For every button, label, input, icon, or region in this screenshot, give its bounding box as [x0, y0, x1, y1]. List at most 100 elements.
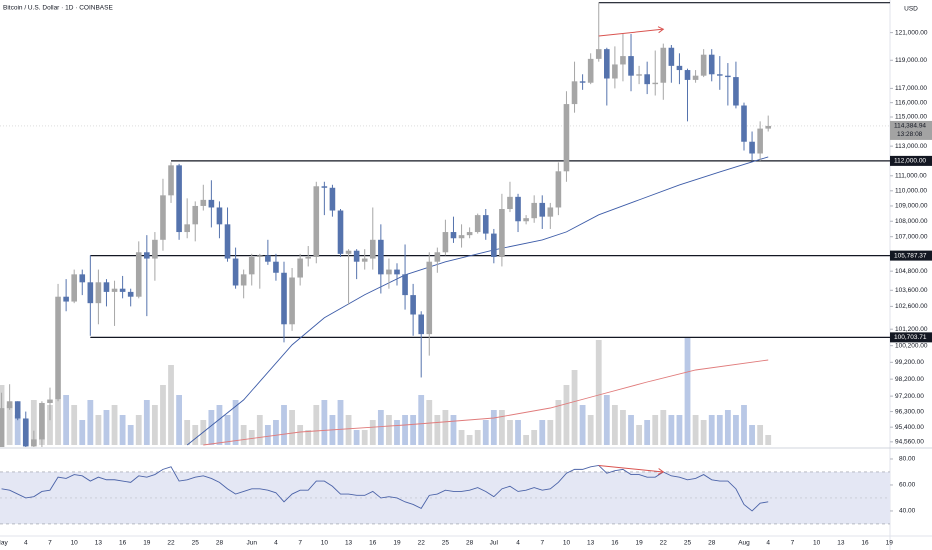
y-tick-label: 115,000.00	[895, 114, 927, 121]
y-tick-label: 107,000.00	[895, 233, 928, 240]
volume-bar	[232, 400, 239, 445]
volume-bar	[305, 430, 312, 445]
candle-body	[192, 205, 199, 225]
volume-bar	[386, 415, 392, 445]
x-tick-label: 22	[418, 540, 426, 547]
x-tick-label: 22	[660, 540, 668, 547]
volume-bar	[63, 395, 70, 445]
x-tick-label: 28	[708, 540, 716, 547]
volume-bar	[611, 405, 618, 445]
x-tick-label: 13	[345, 540, 353, 547]
candle-body	[152, 239, 158, 259]
axes: 121,000.00 119,000.00 117,000.00 116,000.00…	[0, 29, 932, 547]
volume-bar	[499, 410, 505, 445]
candle-body	[716, 74, 723, 76]
volume-bar	[297, 425, 304, 445]
candle-body	[547, 207, 554, 217]
volume-bar	[361, 430, 368, 445]
volume-bar	[644, 420, 651, 445]
candle-body	[281, 272, 287, 325]
candle-body	[668, 47, 675, 66]
candle-body	[337, 210, 344, 254]
candle-body	[434, 252, 441, 262]
volume-bar	[523, 435, 530, 445]
candle-body	[466, 232, 473, 236]
volume-bar	[490, 410, 497, 445]
candle-body	[119, 288, 126, 292]
volume-bar	[458, 430, 465, 445]
last-price-label: 114,384.94	[894, 123, 926, 130]
volume-bar	[369, 420, 376, 445]
volume-bar	[248, 430, 255, 445]
x-tick-label: 19	[635, 540, 643, 547]
volume-bar	[168, 365, 174, 445]
x-tick-label: 28	[216, 540, 224, 547]
rsi-line	[1, 464, 769, 512]
candle-body	[482, 215, 489, 234]
candle-body	[684, 70, 691, 80]
y-tick-label: 113,000.00	[895, 143, 927, 150]
candle-body	[144, 252, 150, 259]
candle-body	[111, 288, 118, 292]
x-tick-label: Aug	[738, 540, 750, 547]
candle-body	[321, 186, 328, 188]
candle-body	[757, 128, 763, 154]
candle-body	[71, 274, 77, 302]
volume-bar	[264, 425, 271, 445]
volume-bar	[55, 400, 61, 445]
y-tick-label: 95,400.00	[895, 424, 924, 431]
volume-bar	[482, 420, 489, 445]
volume-bar	[6, 405, 13, 445]
candle-body	[386, 269, 392, 275]
rsi-tick-label: 60.00	[899, 482, 916, 489]
candle-body	[595, 49, 602, 59]
candle-body	[733, 77, 739, 106]
y-tick-label: 101,200.00	[895, 326, 928, 333]
candle-body	[95, 282, 102, 304]
candle-body	[418, 314, 424, 335]
rsi-divergence-arrow	[598, 464, 665, 475]
candle-body	[273, 261, 279, 273]
candle-body	[22, 418, 29, 447]
candle-body	[652, 82, 659, 85]
x-tick-label: 19	[393, 540, 401, 547]
candle-body	[103, 282, 110, 292]
volume-bar	[620, 410, 626, 445]
candle-body	[741, 105, 747, 142]
candle-body	[257, 255, 263, 257]
candle-body	[55, 296, 61, 400]
volume-bar	[192, 425, 199, 445]
candle-body	[587, 58, 594, 83]
y-tick-label: 110,000.00	[895, 188, 927, 195]
candle-body	[458, 235, 465, 239]
volume-bar	[216, 405, 223, 445]
candle-body	[248, 256, 255, 275]
candle-body	[160, 195, 166, 240]
candle-body	[63, 296, 69, 302]
candle-body	[127, 291, 134, 297]
candle-body	[636, 74, 642, 76]
candle-body	[515, 196, 521, 222]
x-tick-label: 7	[298, 540, 302, 547]
x-tick-label: 28	[466, 540, 474, 547]
y-tick-label: 94,560.00	[895, 439, 924, 446]
candle-body	[378, 239, 384, 275]
candle-body	[571, 81, 578, 105]
level-label-box	[890, 155, 932, 166]
volume-bar	[256, 415, 263, 445]
volume-bar	[741, 405, 747, 445]
candle-body	[345, 250, 352, 254]
volume-bar	[71, 405, 78, 445]
candle-body	[426, 261, 433, 335]
volume-bar	[733, 415, 739, 445]
candle-body	[765, 125, 772, 129]
x-tick-label: 13	[587, 540, 595, 547]
x-tick-label: 13	[837, 540, 845, 547]
x-tick-label: 4	[766, 540, 770, 547]
candle-body	[224, 224, 231, 259]
candle-body	[361, 258, 368, 262]
volume-bar	[676, 415, 683, 445]
candle-body	[563, 104, 570, 172]
volume-bar	[151, 405, 158, 445]
